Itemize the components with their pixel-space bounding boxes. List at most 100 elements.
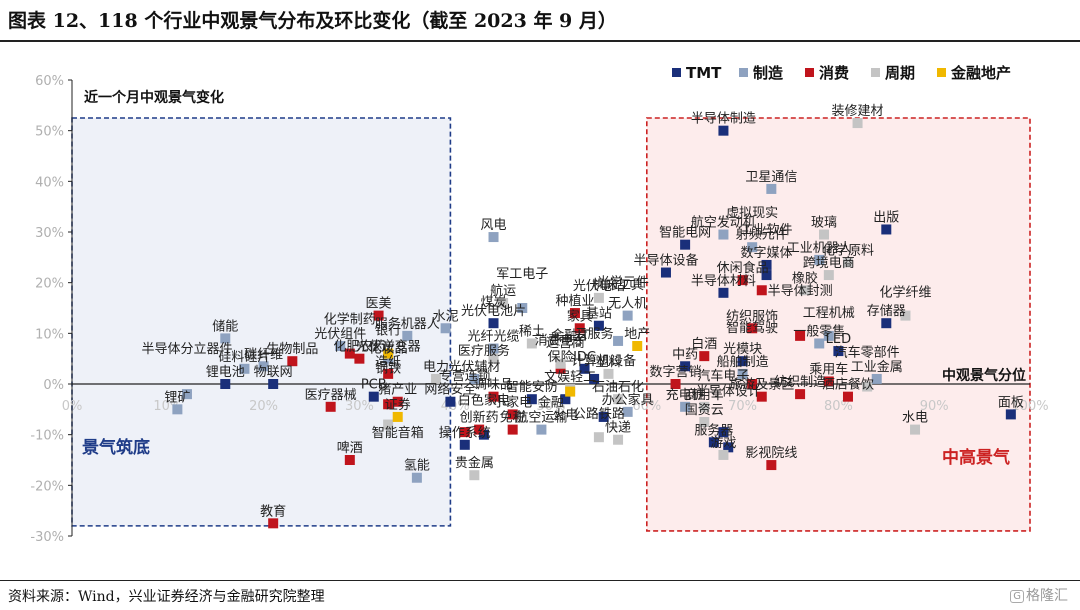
x-tick-label: 60% xyxy=(632,399,661,414)
point-label: 汽车电子 xyxy=(697,368,749,384)
point-label: 中药 xyxy=(672,347,698,362)
data-point xyxy=(383,368,394,379)
x-tick-label: 30% xyxy=(345,399,374,414)
data-point xyxy=(814,254,825,265)
data-point xyxy=(478,429,489,440)
data-point xyxy=(593,320,604,331)
point-label: 航空发动机 xyxy=(691,215,756,231)
point-label: 光伏逆变器 xyxy=(356,339,421,355)
point-label: 电力 xyxy=(423,360,449,375)
point-label: 物联网 xyxy=(254,365,293,380)
data-point xyxy=(507,424,518,435)
point-label: 文娱轻工 xyxy=(544,370,596,385)
x-tick-label: 80% xyxy=(824,399,853,414)
data-point xyxy=(613,434,624,445)
point-label: 航运 xyxy=(490,283,516,299)
legend: TMT 制造 消费 周期 金融地产 xyxy=(672,64,1011,82)
data-point xyxy=(474,424,485,435)
point-label: 储能 xyxy=(212,319,238,334)
point-label: 基站 xyxy=(586,307,612,322)
data-point xyxy=(910,424,921,435)
data-point xyxy=(823,376,834,387)
data-point xyxy=(517,303,528,313)
data-point xyxy=(718,449,729,460)
data-point xyxy=(498,297,509,308)
data-point xyxy=(814,338,825,349)
point-label: 公路铁路 xyxy=(573,406,625,422)
data-point xyxy=(526,338,537,349)
data-point xyxy=(440,323,451,334)
region-label: 中高景气 xyxy=(942,447,1010,468)
point-label: 机床工具 xyxy=(592,278,644,293)
point-label: 面板 xyxy=(998,395,1024,410)
legend-marker xyxy=(871,68,880,77)
data-point xyxy=(383,353,394,364)
point-label: 酒店餐饮 xyxy=(822,377,874,393)
point-label: 国资云 xyxy=(685,403,724,418)
point-label: 化学制药 xyxy=(324,312,376,328)
data-point xyxy=(593,432,604,443)
data-point xyxy=(344,348,355,359)
y-tick-label: 60% xyxy=(35,74,64,89)
point-label: 化肥农药 xyxy=(333,340,385,355)
data-point xyxy=(699,401,710,412)
figure-title: 图表 12、118 个行业中观景气分布及环比变化（截至 2023 年 9 月） xyxy=(8,10,617,32)
data-point xyxy=(862,381,873,392)
data-point xyxy=(574,323,585,334)
axis-layer: 60%50%40%30%20%10%0%-10%-20%-30%0% 10% 20%… xyxy=(30,74,1048,545)
data-point xyxy=(507,409,518,420)
x-tick-label: 70% xyxy=(728,399,757,414)
point-label: 网络安全 xyxy=(424,382,476,398)
data-point xyxy=(593,292,604,303)
data-point xyxy=(756,285,767,296)
data-point xyxy=(258,361,269,372)
point-label: 光伏电站 xyxy=(573,279,625,294)
point-label: 一般零售 xyxy=(793,323,845,339)
point-label: 军工电子 xyxy=(496,267,548,282)
data-point xyxy=(766,183,777,194)
data-point xyxy=(392,396,403,407)
data-point xyxy=(622,310,633,321)
y-tick-label: -20% xyxy=(30,479,64,494)
point-label: 玻璃 xyxy=(811,216,837,231)
watermark-text: 格隆汇 xyxy=(1026,588,1068,604)
data-point xyxy=(181,389,192,400)
legend-marker xyxy=(672,68,681,77)
data-point xyxy=(871,373,882,384)
point-label: 氢能 xyxy=(404,459,430,474)
point-label: 贵金属 xyxy=(455,455,494,471)
point-label: 服务器 xyxy=(694,422,733,438)
data-point xyxy=(383,399,394,410)
point-label: 消费电子 xyxy=(535,334,587,349)
point-label: 汽车零部件 xyxy=(835,345,900,361)
point-label: 装修建材 xyxy=(832,104,884,119)
data-point xyxy=(718,125,729,136)
point-label: 数字媒体 xyxy=(741,246,793,261)
point-label: 半导体材料 xyxy=(691,274,756,289)
point-label: 半导体设计 xyxy=(696,384,761,399)
point-label: 创新药 xyxy=(460,410,499,426)
data-point xyxy=(718,427,729,438)
data-point xyxy=(900,310,911,321)
legend-label: 周期 xyxy=(885,64,915,82)
point-label: 硅料硅片 xyxy=(218,350,270,365)
point-label: 存储器 xyxy=(867,304,906,319)
data-point xyxy=(761,259,772,270)
point-label: 银行 xyxy=(375,324,401,339)
point-label: 船舶制造 xyxy=(717,354,769,370)
point-label: 橡胶 xyxy=(792,270,818,286)
point-label: 光模块 xyxy=(723,342,762,357)
point-label: 快递 xyxy=(605,421,631,436)
data-point xyxy=(613,335,624,346)
point-label: 半导体设备 xyxy=(633,253,698,269)
data-point xyxy=(632,341,643,351)
point-label: 办公家具 xyxy=(602,392,654,408)
data-point xyxy=(383,419,394,430)
legend-marker xyxy=(805,68,814,77)
data-point xyxy=(842,257,853,268)
data-point xyxy=(445,396,456,407)
point-label: 智能电网 xyxy=(659,226,711,241)
data-point xyxy=(799,285,810,296)
point-label: 稀土 xyxy=(519,324,545,339)
